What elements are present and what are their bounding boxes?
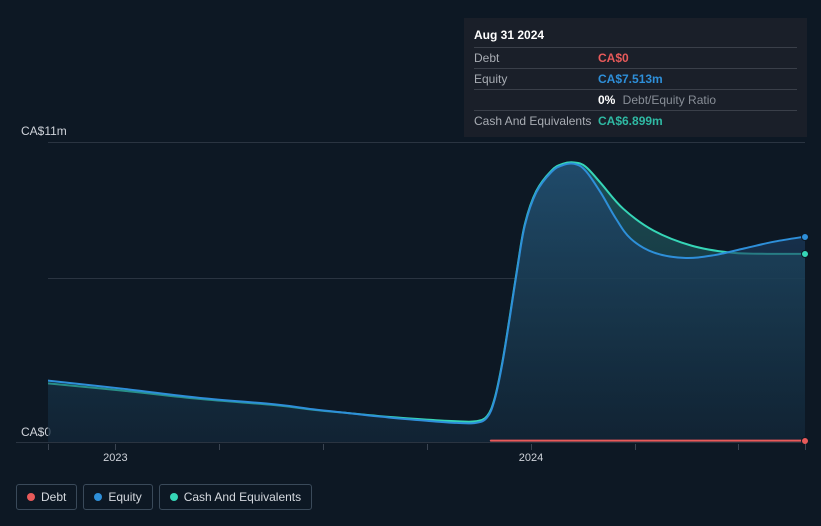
legend-dot-icon	[94, 493, 102, 501]
data-tooltip: Aug 31 2024 DebtCA$0EquityCA$7.513m0% De…	[464, 18, 807, 137]
legend-label: Debt	[41, 490, 66, 504]
tooltip-value: 0% Debt/Equity Ratio	[598, 93, 716, 107]
equity-end-marker	[801, 233, 809, 241]
legend: Debt Equity Cash And Equivalents	[16, 484, 312, 510]
cash-end-marker	[801, 250, 809, 258]
x-tick	[115, 444, 116, 450]
x-tick	[427, 444, 428, 450]
x-tick	[323, 444, 324, 450]
tooltip-row: Cash And EquivalentsCA$6.899m	[474, 110, 797, 131]
tooltip-label: Cash And Equivalents	[474, 114, 598, 128]
legend-label: Cash And Equivalents	[184, 490, 301, 504]
tooltip-row: EquityCA$7.513m	[474, 68, 797, 89]
x-tick	[805, 444, 806, 450]
x-axis-label: 2023	[103, 452, 127, 464]
x-axis-baseline	[16, 442, 805, 443]
plot-area	[16, 142, 805, 442]
tooltip-label: Equity	[474, 72, 598, 86]
x-tick	[738, 444, 739, 450]
tooltip-row: DebtCA$0	[474, 47, 797, 68]
tooltip-value: CA$7.513m	[598, 72, 663, 86]
tooltip-value: CA$0	[598, 51, 629, 65]
x-tick	[48, 444, 49, 450]
tooltip-value: CA$6.899m	[598, 114, 663, 128]
x-tick	[219, 444, 220, 450]
legend-item-equity[interactable]: Equity	[83, 484, 152, 510]
chart-svg	[48, 142, 805, 442]
legend-label: Equity	[108, 490, 141, 504]
x-tick	[635, 444, 636, 450]
legend-item-cash-and-equivalents[interactable]: Cash And Equivalents	[159, 484, 312, 510]
tooltip-subtext: Debt/Equity Ratio	[619, 93, 716, 107]
x-axis-label: 2024	[519, 452, 543, 464]
legend-dot-icon	[170, 493, 178, 501]
tooltip-date: Aug 31 2024	[474, 24, 797, 47]
legend-item-debt[interactable]: Debt	[16, 484, 77, 510]
tooltip-row: 0% Debt/Equity Ratio	[474, 89, 797, 110]
tooltip-label: Debt	[474, 51, 598, 65]
x-tick	[531, 444, 532, 450]
tooltip-label	[474, 93, 598, 107]
y-axis-max-label: CA$11m	[21, 124, 67, 138]
equity-area	[48, 163, 805, 442]
x-axis: 2023 2024	[16, 444, 805, 474]
legend-dot-icon	[27, 493, 35, 501]
